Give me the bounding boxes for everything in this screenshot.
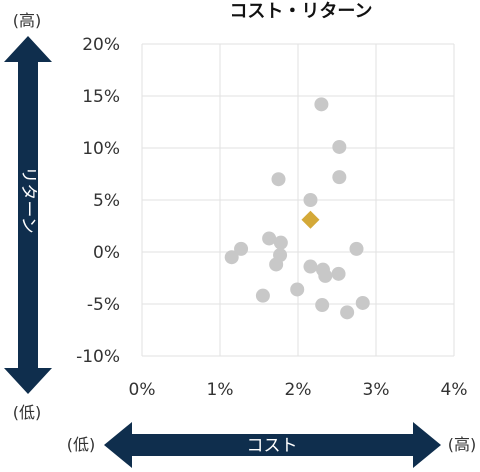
data-point	[273, 235, 288, 250]
data-point	[349, 241, 364, 256]
y-tick-label: 5%	[93, 191, 120, 211]
x-tick-label: 1%	[207, 380, 234, 400]
data-point	[340, 305, 355, 320]
data-point	[315, 298, 330, 313]
x-tick-label: 2%	[285, 380, 312, 400]
data-point	[314, 97, 329, 112]
data-point	[332, 170, 347, 185]
y-tick-label: 0%	[93, 243, 120, 263]
x-high-label: (高)	[448, 435, 477, 454]
data-point	[290, 282, 305, 297]
data-point	[262, 231, 277, 246]
data-point	[224, 250, 239, 265]
x-tick-label: 3%	[363, 380, 390, 400]
data-point	[271, 172, 286, 187]
y-low-label: (低)	[13, 403, 42, 422]
highlight-data-point	[301, 210, 320, 229]
x-axis-arrow	[104, 422, 441, 468]
data-point	[355, 295, 370, 310]
data-point	[234, 241, 249, 256]
grid-lines	[141, 43, 455, 357]
x-low-label: (低)	[67, 435, 96, 454]
y-axis-ticks: -10% -5% 0% 5% 10% 15% 20%	[76, 35, 120, 367]
data-point	[269, 257, 284, 272]
x-axis-ticks: 0% 1% 2% 3% 4%	[129, 380, 468, 400]
data-point	[303, 193, 318, 207]
x-tick-label: 4%	[441, 380, 468, 400]
y-high-label: (高)	[13, 11, 42, 30]
x-tick-label: 0%	[129, 380, 156, 400]
x-axis-label: コスト	[247, 436, 298, 456]
y-tick-label: 20%	[82, 35, 120, 55]
y-axis-label: リターン	[18, 166, 38, 233]
data-points	[224, 97, 370, 320]
y-tick-label: -10%	[76, 347, 120, 367]
data-point	[331, 266, 346, 281]
y-tick-label: 10%	[82, 139, 120, 159]
data-point	[255, 288, 270, 303]
y-tick-label: -5%	[87, 295, 120, 315]
data-point	[318, 268, 333, 283]
data-point	[332, 139, 347, 154]
y-axis-arrow	[4, 36, 52, 394]
y-tick-label: 15%	[82, 87, 120, 107]
data-point	[303, 259, 318, 274]
chart-title: コスト・リターン	[229, 1, 372, 22]
